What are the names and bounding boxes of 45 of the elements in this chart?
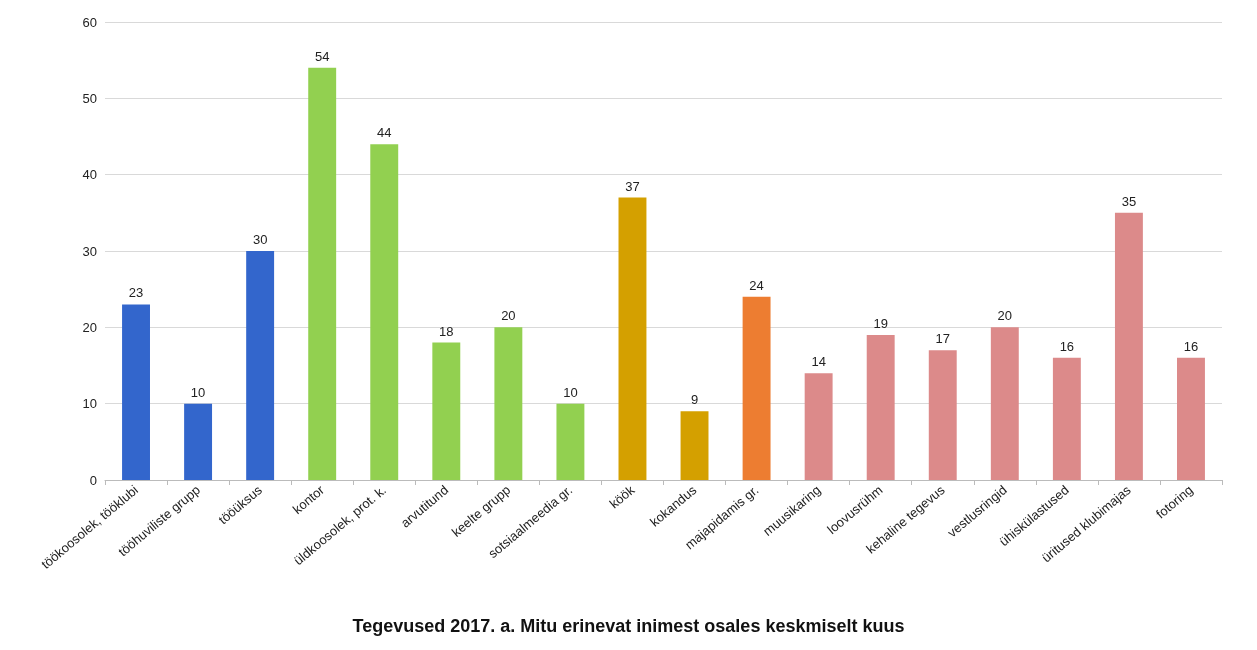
data-label: 24: [749, 277, 764, 293]
bar: [184, 403, 213, 480]
bar: [494, 327, 523, 480]
data-label: 10: [190, 384, 206, 400]
y-tick-label: 40: [82, 167, 97, 183]
data-label: 37: [625, 178, 640, 194]
data-label: 23: [128, 285, 144, 301]
bar: [1114, 212, 1143, 480]
bar: [556, 403, 585, 480]
y-tick-label: 0: [89, 472, 97, 488]
y-tick-label: 60: [82, 14, 97, 30]
bar: [308, 67, 337, 480]
data-label: 19: [873, 315, 888, 331]
data-label: 54: [314, 48, 330, 64]
data-label: 18: [439, 323, 454, 339]
data-label: 17: [935, 331, 950, 347]
bar: [1052, 357, 1081, 480]
bar: [1177, 357, 1205, 480]
bar: [432, 342, 461, 480]
data-label: 44: [377, 125, 392, 141]
text: Tegevused 2017. a. Mitu erinevat inimest osales keskmiselt kuus: [352, 616, 905, 636]
bar: [680, 411, 709, 480]
y-tick-label: 20: [82, 319, 97, 335]
data-label: 30: [252, 232, 268, 247]
data-label: 10: [563, 384, 578, 400]
data-label: 20: [501, 308, 516, 324]
data-label: 16: [1059, 338, 1075, 354]
x-tick-label: köök: [606, 481, 638, 512]
bar: [618, 197, 647, 480]
y-tick-label: 10: [82, 396, 97, 412]
data-label: 9: [690, 392, 699, 408]
bar: [742, 296, 771, 480]
data-label: 20: [997, 308, 1013, 324]
y-tick-label: 50: [82, 90, 97, 106]
bar: [866, 334, 895, 480]
bar: [990, 327, 1019, 480]
data-label: 35: [1121, 193, 1137, 209]
bar: [122, 304, 150, 480]
bar: [370, 144, 399, 480]
bar: [246, 251, 275, 480]
y-tick-label: 30: [82, 243, 97, 259]
data-label: 14: [811, 354, 826, 370]
bar: [928, 350, 957, 480]
data-label: 16: [1183, 338, 1199, 354]
bar: [804, 373, 833, 480]
